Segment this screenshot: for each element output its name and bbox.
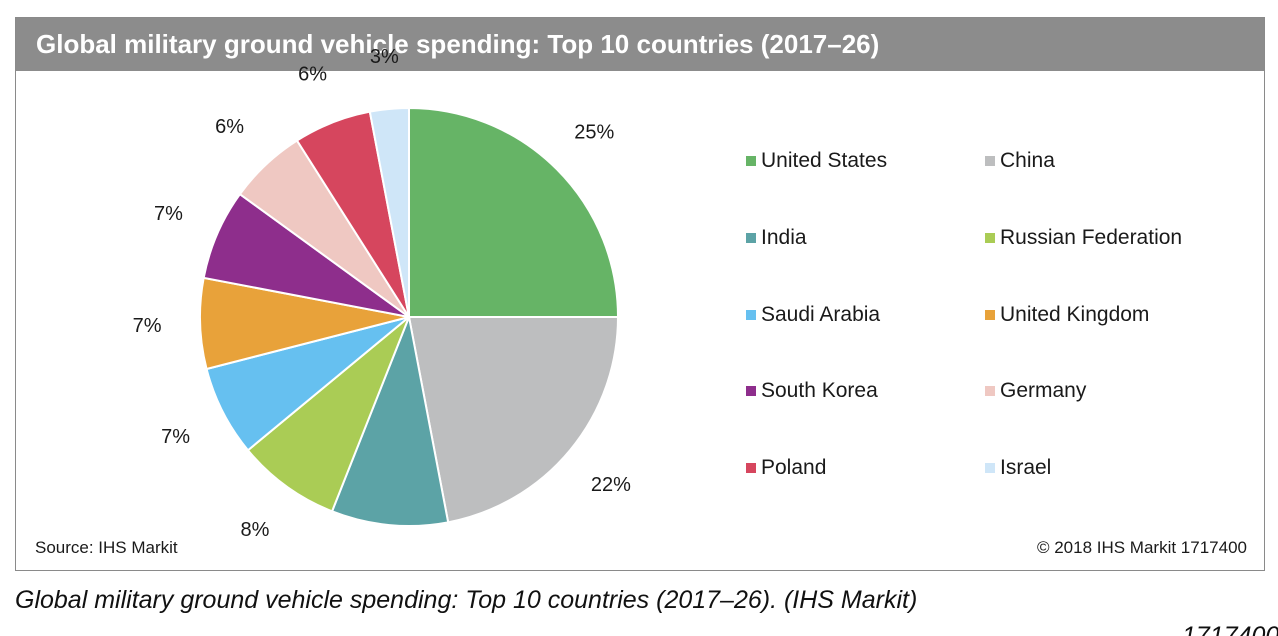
- legend-item-south-korea: South Korea: [746, 378, 878, 404]
- legend-swatch: [746, 310, 756, 320]
- legend-item-israel: Israel: [985, 455, 1051, 481]
- figure-caption: Global military ground vehicle spending:…: [15, 586, 918, 614]
- slice-label-india: 9%: [370, 568, 399, 570]
- legend-label: Germany: [1000, 379, 1087, 402]
- legend-label: South Korea: [761, 379, 878, 402]
- legend-swatch: [985, 463, 995, 473]
- slice-label-united-kingdom: 7%: [133, 315, 162, 337]
- legend-label: Poland: [761, 456, 827, 479]
- legend-swatch: [746, 386, 756, 396]
- slice-label-china: 22%: [591, 474, 631, 496]
- legend-swatch: [985, 310, 995, 320]
- legend-item-china: China: [985, 148, 1055, 174]
- legend-item-poland: Poland: [746, 455, 826, 481]
- copyright-note: © 2018 IHS Markit 1717400: [1036, 538, 1247, 557]
- legend-swatch: [985, 156, 995, 166]
- legend-label: Israel: [1000, 456, 1052, 479]
- slice-label-saudi-arabia: 7%: [161, 426, 190, 448]
- chart-frame: Global military ground vehicle spending:…: [15, 17, 1265, 571]
- legend-swatch: [746, 463, 756, 473]
- slice-label-russian-federation: 8%: [241, 519, 270, 541]
- source-note: Source: IHS Markit: [35, 538, 178, 557]
- legend-swatch: [985, 386, 995, 396]
- pie-slice-israel: [368, 106, 410, 318]
- pie-chart: 25% 22% 9% 8% 7% 7% 7% 6% 6% 3%: [133, 46, 631, 570]
- legend-label: United States: [761, 149, 888, 172]
- legend-label: China: [1000, 149, 1055, 172]
- legend-item-germany: Germany: [985, 378, 1086, 404]
- legend-label: India: [761, 226, 807, 249]
- pie-slice-india: [330, 313, 450, 527]
- pie-slice-china: [407, 316, 620, 524]
- legend-label: Saudi Arabia: [761, 303, 881, 326]
- legend-item-india: India: [746, 225, 807, 251]
- legend-item-saudi-arabia: Saudi Arabia: [746, 302, 880, 328]
- chart-title: Global military ground vehicle spending:…: [16, 18, 1264, 71]
- slice-label-israel: 3%: [370, 46, 399, 68]
- legend-swatch: [746, 156, 756, 166]
- slice-label-poland: 6%: [298, 63, 327, 85]
- legend-swatch: [985, 233, 995, 243]
- legend-item-russian-federation: Russian Federation: [985, 225, 1182, 251]
- pie-slice-russian-federation: [246, 316, 410, 513]
- legend-item-united-kingdom: United Kingdom: [985, 302, 1149, 328]
- legend-label: Russian Federation: [1000, 226, 1183, 249]
- legend-swatch: [746, 233, 756, 243]
- legend-item-united-states: United States: [746, 148, 887, 174]
- figure-id: 1717400: [1182, 622, 1278, 636]
- legend-label: United Kingdom: [1000, 303, 1150, 326]
- slice-label-germany: 6%: [215, 116, 244, 138]
- slice-label-south-korea: 7%: [154, 203, 183, 225]
- slice-label-united-states: 25%: [574, 122, 614, 144]
- pie-slice-united-states: [408, 106, 620, 318]
